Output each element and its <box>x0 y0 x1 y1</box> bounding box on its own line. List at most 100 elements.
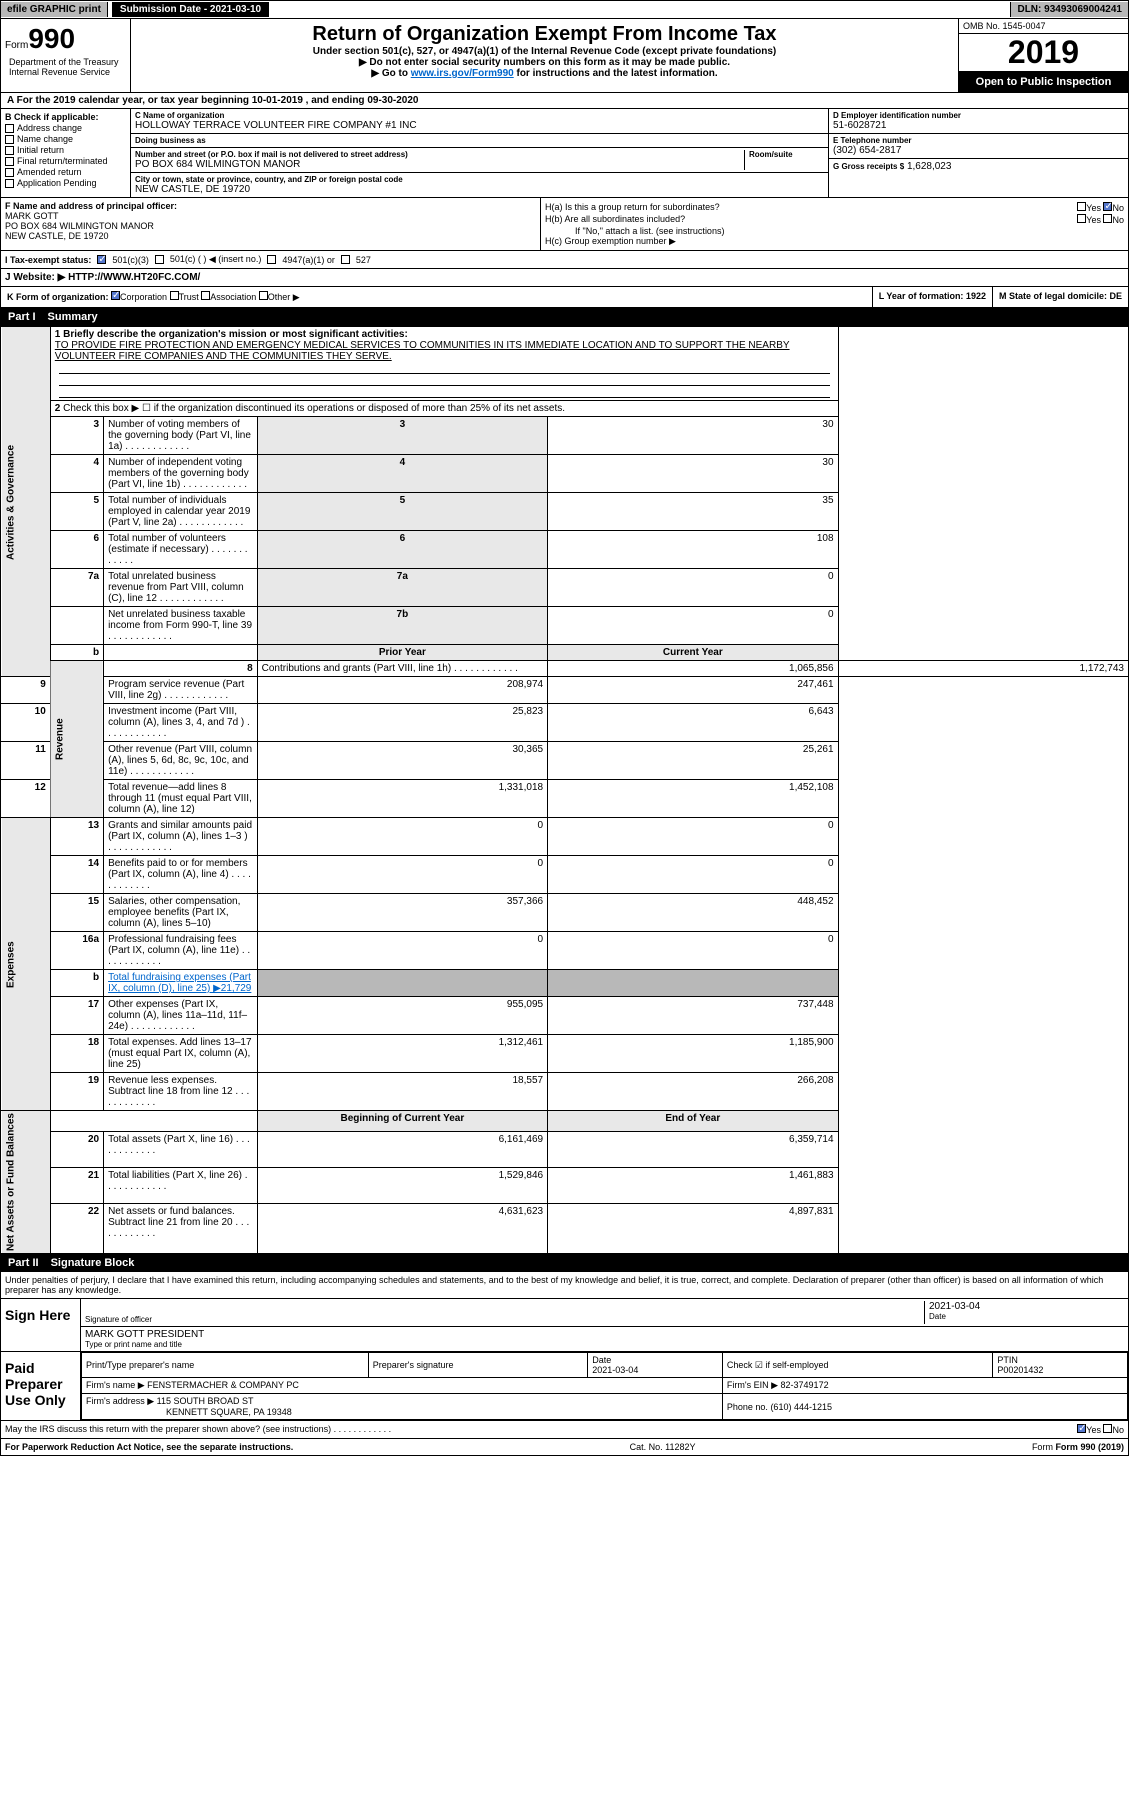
ld3: Number of voting members of the governin… <box>104 417 258 455</box>
efile-label: efile GRAPHIC print <box>1 2 108 17</box>
rc9: 247,461 <box>548 677 838 704</box>
l2-text: Check this box ▶ ☐ if the organization d… <box>63 403 565 414</box>
chk-trust[interactable] <box>170 291 179 300</box>
ep14: 0 <box>257 856 547 894</box>
nn22: 22 <box>50 1203 103 1253</box>
ec13: 0 <box>548 818 838 856</box>
chk-pending[interactable] <box>5 179 14 188</box>
header-right: OMB No. 1545-0047 2019 Open to Public In… <box>958 19 1128 92</box>
ec16a: 0 <box>548 932 838 970</box>
ha-yes[interactable] <box>1077 202 1086 211</box>
ld5: Total number of individuals employed in … <box>104 493 258 531</box>
ha-yn: Yes No <box>1077 202 1124 213</box>
chk-501c3[interactable] <box>97 255 106 264</box>
corp-label: Corporation <box>120 292 167 302</box>
nc22: 4,897,831 <box>548 1203 838 1253</box>
en19: 19 <box>50 1073 103 1111</box>
lc3: 3 <box>257 417 547 455</box>
blank-b <box>104 645 258 661</box>
footer-right: Form Form 990 (2019) <box>1032 1442 1124 1452</box>
footer-mid: Cat. No. 11282Y <box>630 1442 696 1452</box>
lv3: 30 <box>548 417 838 455</box>
ln3: 3 <box>50 417 103 455</box>
mission-blank1 <box>59 362 830 374</box>
hb-note: If "No," attach a list. (see instruction… <box>545 226 1124 236</box>
nc21: 1,461,883 <box>548 1167 838 1203</box>
chk-527[interactable] <box>341 255 350 264</box>
chk-501c[interactable] <box>155 255 164 264</box>
dba-label: Doing business as <box>135 136 824 145</box>
dln-label: DLN: 93493069004241 <box>1010 2 1128 17</box>
lv7b: 0 <box>548 607 838 645</box>
col-c-org: C Name of organization HOLLOWAY TERRACE … <box>131 109 828 197</box>
rc12: 1,452,108 <box>548 780 838 818</box>
lnb: b <box>50 645 103 661</box>
ed18: Total expenses. Add lines 13–17 (must eq… <box>104 1035 258 1073</box>
submission-date-btn[interactable]: Submission Date - 2021-03-10 <box>112 2 269 17</box>
chk-address[interactable] <box>5 124 14 133</box>
en16a: 16a <box>50 932 103 970</box>
ptin-val: P00201432 <box>997 1365 1043 1375</box>
prep-name-label: Print/Type preparer's name <box>82 1353 369 1378</box>
row-j-website: J Website: ▶ HTTP://WWW.HT20FC.COM/ <box>0 269 1129 287</box>
chk-name[interactable] <box>5 135 14 144</box>
chk-name-label: Name change <box>17 134 73 144</box>
lc4: 4 <box>257 455 547 493</box>
chk-amended[interactable] <box>5 168 14 177</box>
rn12: 12 <box>1 780 51 818</box>
ecb <box>548 970 838 997</box>
form-990: 990 <box>28 23 75 54</box>
hb-yes[interactable] <box>1077 214 1086 223</box>
sign-fields: Signature of officer 2021-03-04Date MARK… <box>81 1299 1128 1351</box>
rn10: 10 <box>1 704 51 742</box>
chk-final-label: Final return/terminated <box>17 156 108 166</box>
ed17: Other expenses (Part IX, column (A), lin… <box>104 997 258 1035</box>
ep16a: 0 <box>257 932 547 970</box>
lv6: 108 <box>548 531 838 569</box>
l1-label: 1 Briefly describe the organization's mi… <box>55 329 834 340</box>
chk-initial[interactable] <box>5 146 14 155</box>
dept-treasury: Department of the Treasury Internal Reve… <box>5 55 126 79</box>
footer-form: Form 990 (2019) <box>1055 1442 1124 1452</box>
chk-final[interactable] <box>5 157 14 166</box>
chk-4947[interactable] <box>267 255 276 264</box>
ep13: 0 <box>257 818 547 856</box>
rc8: 1,172,743 <box>838 661 1128 677</box>
chk-corp[interactable] <box>111 291 120 300</box>
chk-assoc[interactable] <box>201 291 210 300</box>
ld7a: Total unrelated business revenue from Pa… <box>104 569 258 607</box>
part2-title: Signature Block <box>51 1257 135 1269</box>
col-end: End of Year <box>548 1111 838 1132</box>
lc7a: 7a <box>257 569 547 607</box>
lc6: 6 <box>257 531 547 569</box>
side-netassets: Net Assets or Fund Balances <box>1 1111 51 1254</box>
l-year: L Year of formation: 1922 <box>873 287 993 307</box>
ec19: 266,208 <box>548 1073 838 1111</box>
officer-addr2: NEW CASTLE, DE 19720 <box>5 231 536 241</box>
org-name: HOLLOWAY TERRACE VOLUNTEER FIRE COMPANY … <box>135 120 824 131</box>
nn21: 21 <box>50 1167 103 1203</box>
phone-label: E Telephone number <box>833 136 1124 145</box>
i-label: I Tax-exempt status: <box>5 255 91 265</box>
ed14: Benefits paid to or for members (Part IX… <box>104 856 258 894</box>
footer-left: For Paperwork Reduction Act Notice, see … <box>5 1442 293 1452</box>
phone-val: (302) 654-2817 <box>833 145 1124 156</box>
rn8: 8 <box>104 661 258 677</box>
irs-link[interactable]: www.irs.gov/Form990 <box>411 68 514 79</box>
header-sub2: ▶ Do not enter social security numbers o… <box>135 57 954 68</box>
ha-no[interactable] <box>1103 202 1112 211</box>
org-city: NEW CASTLE, DE 19720 <box>135 184 824 195</box>
part1-label: Part I <box>8 311 36 323</box>
discuss-yes[interactable] <box>1077 1424 1086 1433</box>
form-header: Form990 Department of the Treasury Inter… <box>0 19 1129 93</box>
rc10: 6,643 <box>548 704 838 742</box>
chk-other[interactable] <box>259 291 268 300</box>
ec14: 0 <box>548 856 838 894</box>
edb: Total fundraising expenses (Part IX, col… <box>104 970 258 997</box>
ed13: Grants and similar amounts paid (Part IX… <box>104 818 258 856</box>
col-h-group: H(a) Is this a group return for subordin… <box>541 198 1128 250</box>
sig-date-label: Date <box>929 1312 1124 1321</box>
nc20: 6,359,714 <box>548 1132 838 1168</box>
paid-prep-label: Paid Preparer Use Only <box>1 1352 81 1420</box>
l2: 2 Check this box ▶ ☐ if the organization… <box>50 401 838 417</box>
